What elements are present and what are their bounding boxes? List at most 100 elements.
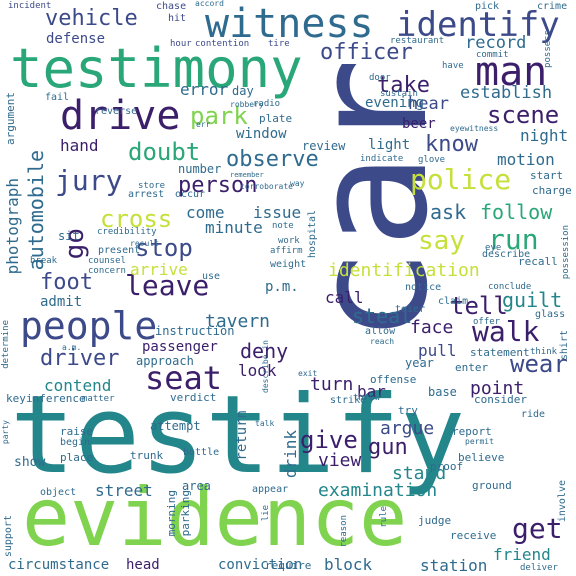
word-commit: commit — [476, 50, 509, 60]
word-get: get — [512, 512, 563, 545]
word-call: call — [325, 288, 364, 307]
word-recall: recall — [518, 255, 558, 268]
word-throw: throw — [353, 393, 381, 403]
word-doubt: doubt — [128, 138, 201, 166]
word-run: run — [488, 223, 539, 256]
word-glove: glove — [418, 155, 446, 165]
word-station: station — [420, 556, 488, 575]
word-inference: inference — [26, 392, 86, 405]
word-possess: possess — [543, 30, 553, 68]
word-work: work — [278, 236, 300, 246]
word-shirt: shirt — [559, 330, 570, 361]
word-err: err — [196, 120, 211, 129]
word-eyewitness: eyewitness — [450, 124, 499, 133]
word-hospital: hospital — [307, 210, 318, 259]
word-drink: drink — [281, 430, 300, 479]
word-scene: scene — [487, 101, 560, 129]
word-identification: identification — [328, 260, 480, 281]
word-evening: evening — [365, 95, 425, 111]
word-argue: argue — [380, 418, 435, 439]
word-door: door — [369, 73, 391, 83]
word-sit: sit — [58, 229, 80, 243]
word-pull: pull — [418, 341, 457, 360]
word-police: police — [410, 163, 512, 196]
word-think: think — [530, 347, 558, 357]
word-strike: strike — [330, 395, 367, 406]
word-gun: gun — [368, 435, 408, 460]
word-break: break — [30, 256, 58, 266]
word-person: person — [178, 173, 258, 198]
word-pm: p.m. — [265, 279, 299, 295]
word-radio: radio — [253, 99, 281, 109]
word-ground: ground — [472, 479, 512, 492]
word-concern: concern — [88, 266, 126, 276]
word-permit: permit — [465, 437, 494, 446]
word-window: window — [236, 126, 287, 142]
word-crime: crime — [537, 1, 568, 12]
word-describe-in: describe in — [261, 340, 270, 393]
word-people: people — [20, 304, 158, 348]
word-day: day — [232, 84, 254, 98]
word-conviction: conviction — [218, 557, 303, 573]
word-raise: raise — [60, 425, 94, 438]
word-judge: judge — [418, 514, 452, 527]
word-plate: plate — [259, 112, 293, 125]
word-start: start — [530, 169, 564, 182]
word-charge: charge — [532, 184, 572, 197]
word-witness: witness — [205, 1, 374, 47]
word-pick: pick — [475, 1, 500, 12]
word-tire: tire — [268, 39, 290, 49]
word-describe: describe — [482, 249, 531, 260]
word-am: a.m. — [62, 343, 82, 352]
word-automobile: automobile — [24, 150, 48, 271]
word-argument: argument — [4, 92, 17, 145]
word-present: present — [98, 245, 141, 256]
word-beer: beer — [402, 116, 436, 132]
word-circumstance: circumstance — [8, 557, 110, 573]
word-robbery: robbery — [230, 100, 264, 109]
word-claim: claim — [438, 296, 469, 307]
word-point: point — [470, 378, 525, 399]
word-believe: believe — [458, 451, 505, 464]
word-come: come — [186, 203, 225, 222]
word-defense: defense — [46, 31, 106, 47]
word-conclude: conclude — [488, 282, 532, 292]
word-bar: bar — [357, 382, 386, 401]
word-look: look — [238, 361, 277, 380]
word-testimony: testimony — [10, 37, 303, 100]
word-hand: hand — [60, 136, 99, 155]
word-identify: identify — [396, 5, 560, 45]
word-occur: occur — [175, 189, 206, 200]
word-corroborate: corroborate — [240, 182, 293, 191]
word-have: have — [442, 61, 464, 71]
word-drive: drive — [60, 93, 181, 139]
word-talk: talk — [255, 419, 275, 428]
word-night: night — [520, 126, 569, 145]
word-stop: stop — [135, 234, 193, 262]
word-cross: cross — [100, 205, 173, 233]
word-way: way — [290, 179, 305, 188]
word-involve: involve — [557, 480, 568, 523]
word-turn: turn — [310, 374, 354, 395]
word-fail: fail — [45, 92, 70, 103]
word-report: report — [452, 425, 492, 438]
word-ask: ask — [430, 200, 467, 224]
word-note: note — [272, 221, 294, 231]
word-key: key — [6, 392, 26, 405]
word-establish: establish — [460, 83, 553, 103]
word-result: result — [130, 239, 159, 248]
word-steal: steal — [352, 304, 413, 328]
word-bottle: bottle — [183, 447, 220, 458]
word-area: area — [182, 479, 211, 493]
word-number: number — [178, 162, 222, 176]
word-object: object — [40, 487, 77, 498]
word-glass: glass — [535, 309, 566, 320]
word-photograph: photograph — [3, 178, 22, 275]
word-incident: incident — [8, 1, 52, 11]
word-proof: proof — [430, 460, 464, 473]
word-verdict: verdict — [170, 391, 217, 404]
word-support: support — [3, 515, 14, 558]
word-passenger: passenger — [142, 339, 218, 355]
word-place: place — [60, 451, 94, 464]
word-deny: deny — [240, 339, 289, 363]
